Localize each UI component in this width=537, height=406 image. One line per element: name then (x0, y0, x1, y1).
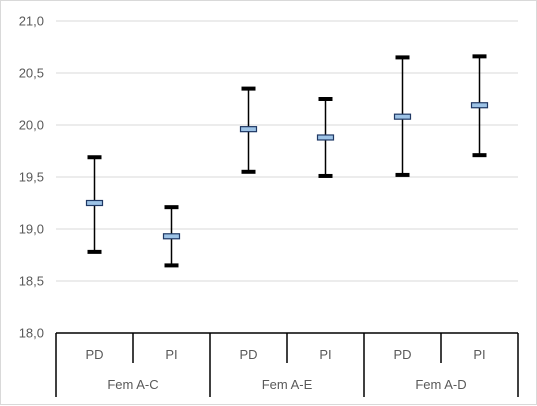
y-tick-label: 20,0 (19, 118, 44, 133)
error-bar-point (393, 55, 412, 177)
category-label: PD (393, 347, 411, 362)
mean-marker (85, 199, 104, 207)
category-label: PI (319, 347, 331, 362)
data-series (85, 54, 489, 268)
y-tick-label: 21,0 (19, 14, 44, 29)
category-label: PI (473, 347, 485, 362)
mean-marker (316, 134, 335, 141)
mean-marker (470, 102, 489, 109)
gridlines (56, 20, 518, 282)
y-tick-label: 19,0 (19, 222, 44, 237)
category-label: PD (239, 347, 257, 362)
category-label: PD (85, 347, 103, 362)
y-tick-label: 20,5 (19, 66, 44, 81)
y-tick-label: 18,5 (19, 274, 44, 289)
group-label: Fem A-E (262, 377, 313, 392)
y-tick-label: 18,0 (19, 326, 44, 341)
mean-marker (393, 113, 412, 120)
y-tick-label: 19,5 (19, 170, 44, 185)
error-bar-point (162, 205, 181, 268)
error-bar-point (239, 86, 258, 174)
mean-marker (162, 233, 181, 240)
mean-marker (239, 126, 258, 133)
group-label: Fem A-D (415, 377, 466, 392)
error-bar-point (316, 97, 335, 178)
error-bar-point (470, 54, 489, 158)
group-label: Fem A-C (107, 377, 158, 392)
category-label: PI (165, 347, 177, 362)
error-bar-point (85, 155, 104, 254)
x-axis: PD PI Fem A-C PD PI Fem A-E PD PI Fem A-D (55, 332, 519, 397)
y-axis-tick-labels: 18,0 18,5 19,0 19,5 20,0 20,5 21,0 (19, 14, 44, 341)
